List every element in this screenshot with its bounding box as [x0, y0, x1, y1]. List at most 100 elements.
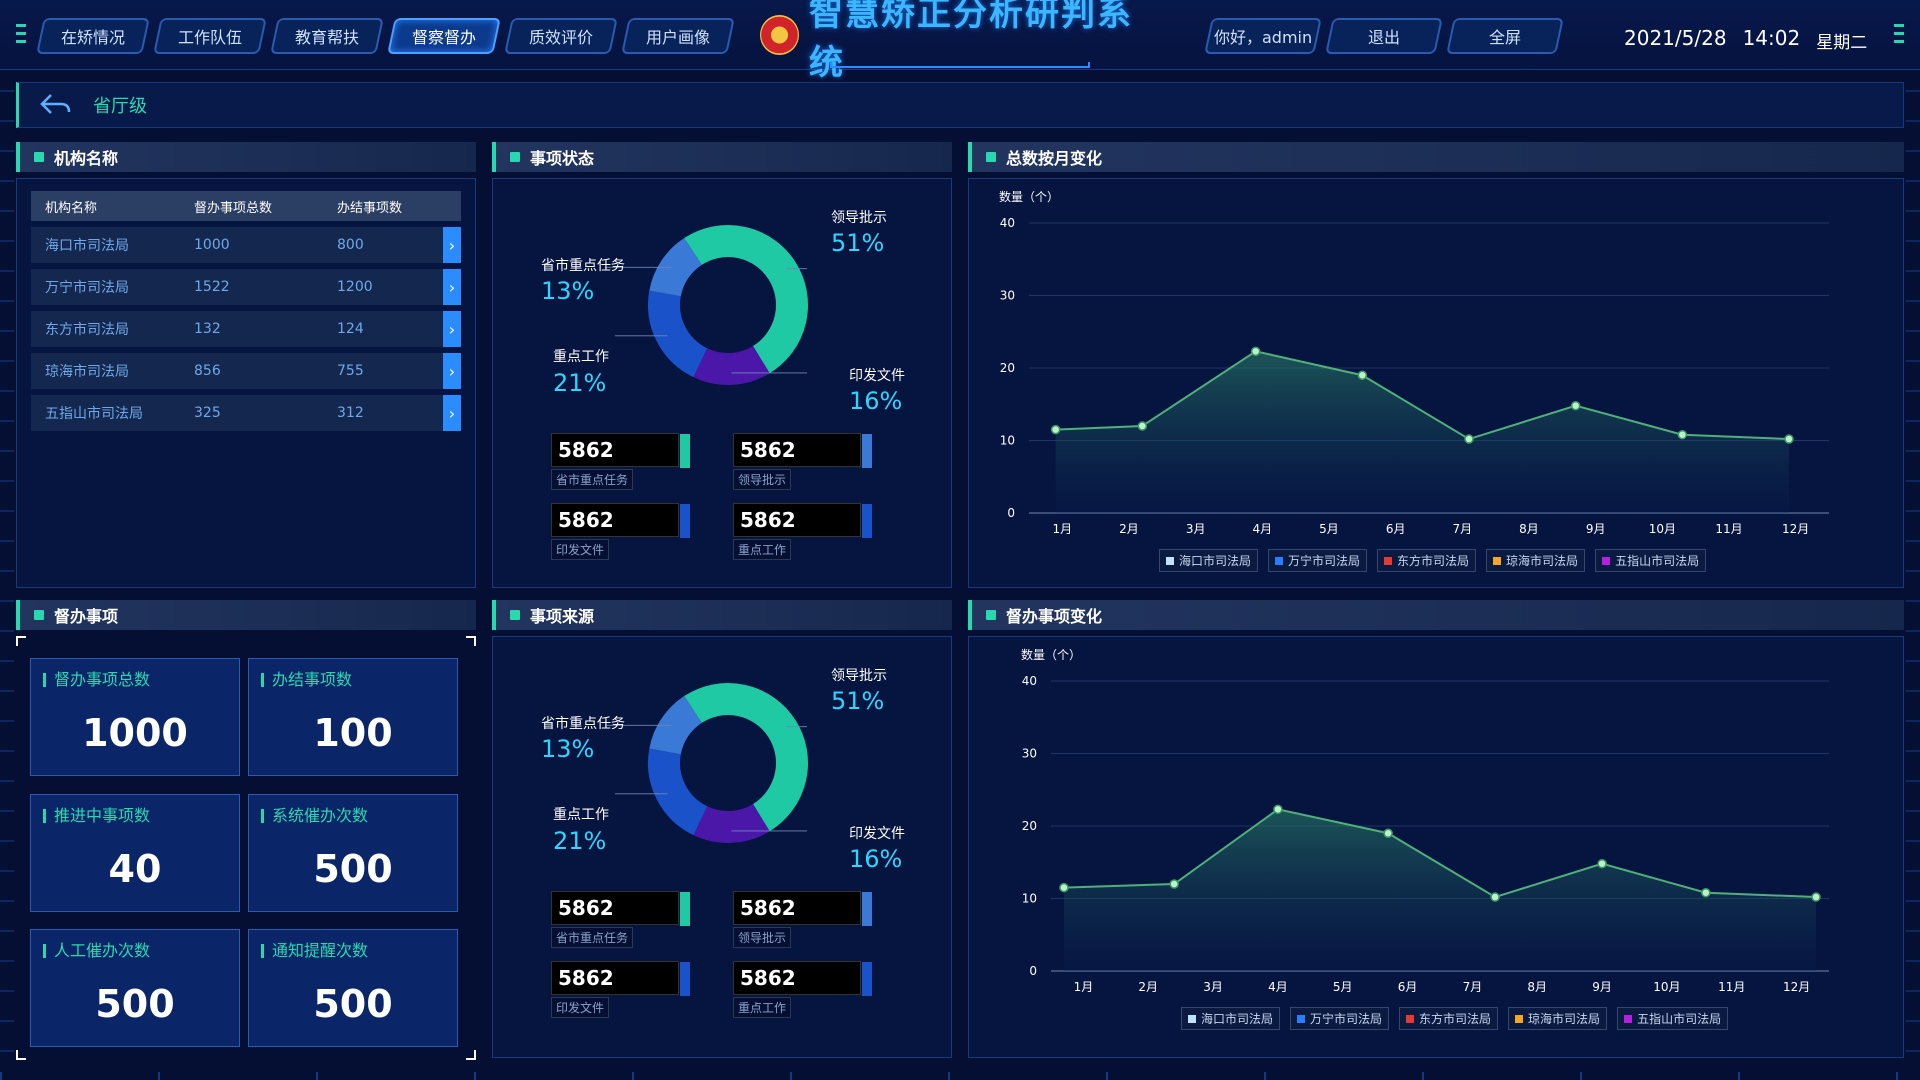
chevron-right-icon[interactable]: ›	[443, 227, 461, 263]
legend-item[interactable]: 万宁市司法局	[1290, 1007, 1390, 1030]
nav-item-label: 质效评价	[528, 28, 593, 47]
status-panel-title: 事项状态	[530, 149, 595, 168]
chevron-right-icon[interactable]: ›	[443, 311, 461, 347]
donut-percent: 16%	[849, 845, 903, 873]
donut-label: 省市重点任务	[541, 716, 625, 732]
legend-item[interactable]: 五指山市司法局	[1617, 1007, 1729, 1030]
legend-item[interactable]: 海口市司法局	[1181, 1007, 1281, 1030]
data-point[interactable]	[1811, 892, 1821, 902]
panel-marker-icon	[34, 152, 44, 162]
legend-item[interactable]: 琼海市司法局	[1508, 1007, 1608, 1030]
source-panel-title: 事项来源	[530, 607, 595, 626]
corner-decoration	[466, 1050, 476, 1060]
status-panel-body: 领导批示 51% 印发文件 16% 重点工作 21% 省市重点任务 13% 5862 省市重点任务…	[492, 178, 952, 588]
donut-slice[interactable]	[649, 696, 703, 756]
data-point[interactable]	[1169, 879, 1179, 889]
org-table-header: 机构名称 督办事项总数 办结事项数	[31, 191, 461, 221]
data-point[interactable]	[1383, 828, 1393, 838]
data-point[interactable]	[1784, 434, 1794, 444]
user-greeting[interactable]: 你好，admin	[1204, 18, 1322, 54]
data-point[interactable]	[1250, 346, 1261, 357]
donut-slice[interactable]	[693, 345, 770, 385]
legend-item[interactable]: 万宁市司法局	[1268, 549, 1368, 572]
legend-swatch	[1297, 1014, 1306, 1023]
data-point[interactable]	[1701, 887, 1711, 898]
data-point[interactable]	[1490, 892, 1500, 902]
legend-swatch	[1624, 1014, 1633, 1023]
donut-slice[interactable]	[684, 683, 808, 832]
supervision-panel: 督办事项 督办事项总数 1000 办结事项数 100 推进中事项数 40 系统催办次数 500…	[16, 600, 476, 1060]
nav-item-3[interactable]: 督察督办	[387, 18, 501, 54]
data-point[interactable]	[1597, 858, 1607, 869]
total-monthly-panel: 总数按月变化 数量（个） 0 10 20 30 40 1月 2月 3月 4月 5月 6月 7月 8月 9月 1…	[968, 142, 1904, 588]
y-tick-label: 10	[1000, 434, 1015, 448]
donut-label: 印发文件	[849, 368, 905, 384]
legend-item[interactable]: 东方市司法局	[1377, 549, 1477, 572]
data-point[interactable]	[1570, 400, 1581, 411]
org-panel-header: 机构名称	[16, 142, 476, 172]
chart-legend: 海口市司法局 万宁市司法局 东方市司法局 琼海市司法局 五指山市司法局	[1159, 549, 1707, 572]
legend-item[interactable]: 海口市司法局	[1159, 549, 1259, 572]
table-row[interactable]: 海口市司法局 1000 800 ›	[31, 227, 461, 263]
donut-slice[interactable]	[684, 225, 808, 374]
stat-label: 督办事项总数	[43, 672, 150, 688]
kpi-color-bar	[862, 962, 872, 996]
stat-label: 推进中事项数	[43, 808, 150, 824]
bottom-rail-decoration	[0, 1072, 1920, 1080]
nav-item-label: 教育帮扶	[294, 28, 359, 47]
data-point[interactable]	[1464, 434, 1474, 444]
table-row[interactable]: 五指山市司法局 325 312 ›	[31, 395, 461, 431]
nav-item-label: 用户画像	[645, 28, 710, 47]
legend-label: 海口市司法局	[1179, 554, 1252, 568]
breadcrumb-label[interactable]: 省厅级	[93, 96, 147, 117]
x-tick-label: 2月	[1119, 522, 1139, 536]
table-row[interactable]: 东方市司法局 132 124 ›	[31, 311, 461, 347]
legend-item[interactable]: 琼海市司法局	[1486, 549, 1586, 572]
nav-item-0[interactable]: 在矫情况	[36, 18, 150, 54]
stat-value: 100	[313, 711, 393, 755]
series-line	[1055, 350, 1790, 441]
chevron-right-icon[interactable]: ›	[443, 395, 461, 431]
nav-item-2[interactable]: 教育帮扶	[270, 18, 384, 54]
kpi-value: 5862	[551, 891, 690, 926]
source-panel-body: 领导批示 51% 印发文件 16% 重点工作 21% 省市重点任务 13% 5862 省市重点任务…	[492, 636, 952, 1058]
legend-item[interactable]: 五指山市司法局	[1595, 549, 1707, 572]
kpi-label: 印发文件	[551, 997, 610, 1018]
kpi-color-bar	[680, 504, 690, 538]
donut-percent: 13%	[541, 277, 595, 305]
menu-left-icon[interactable]	[16, 24, 26, 44]
nav-item-label: 在矫情况	[60, 28, 125, 47]
data-point[interactable]	[1137, 421, 1148, 431]
legend-swatch	[1602, 556, 1611, 565]
donut-slice[interactable]	[648, 290, 708, 378]
kpi-label: 印发文件	[551, 539, 610, 560]
data-point[interactable]	[1677, 429, 1688, 440]
y-tick-label: 40	[1000, 216, 1015, 230]
chevron-right-icon[interactable]: ›	[443, 269, 461, 305]
data-point[interactable]	[1273, 804, 1283, 815]
donut-slice[interactable]	[648, 748, 708, 836]
nav-item-4[interactable]: 质效评价	[504, 18, 618, 54]
table-row[interactable]: 琼海市司法局 856 755 ›	[31, 353, 461, 389]
main-nav: 在矫情况 工作队伍 教育帮扶 督察督办 质效评价 用户画像	[36, 18, 735, 54]
kpi-label: 领导批示	[733, 927, 792, 948]
fullscreen-button[interactable]: 全屏	[1446, 18, 1564, 54]
chevron-right-icon[interactable]: ›	[443, 353, 461, 389]
data-point[interactable]	[1059, 882, 1069, 893]
x-tick-label: 10月	[1649, 522, 1676, 536]
logout-button[interactable]: 退出	[1325, 18, 1443, 54]
menu-right-icon[interactable]	[1894, 24, 1904, 44]
nav-item-5[interactable]: 用户画像	[621, 18, 735, 54]
donut-percent: 21%	[553, 827, 607, 855]
donut-slice[interactable]	[649, 238, 703, 298]
legend-item[interactable]: 东方市司法局	[1399, 1007, 1499, 1030]
kpi-color-bar	[680, 962, 690, 996]
supervise-change-panel-title: 督办事项变化	[1006, 607, 1103, 626]
data-point[interactable]	[1357, 370, 1368, 380]
donut-slice[interactable]	[693, 803, 770, 843]
back-arrow-icon[interactable]	[39, 92, 71, 118]
nav-item-1[interactable]: 工作队伍	[153, 18, 267, 54]
table-row[interactable]: 万宁市司法局 1522 1200 ›	[31, 269, 461, 305]
data-point[interactable]	[1050, 424, 1061, 435]
x-tick-label: 5月	[1319, 522, 1339, 536]
